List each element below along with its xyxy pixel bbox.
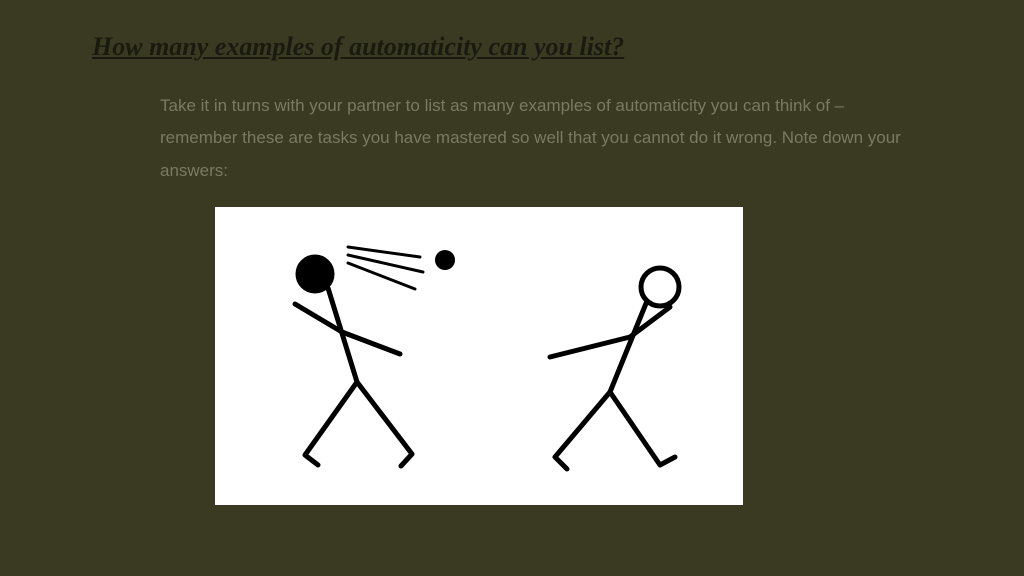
slide: How many examples of automaticity can yo… [0, 0, 1024, 576]
stick-figure-illustration [215, 207, 964, 510]
slide-title: How many examples of automaticity can yo… [92, 32, 964, 62]
slide-body-text: Take it in turns with your partner to li… [160, 90, 904, 187]
catch-drawing [215, 207, 743, 505]
